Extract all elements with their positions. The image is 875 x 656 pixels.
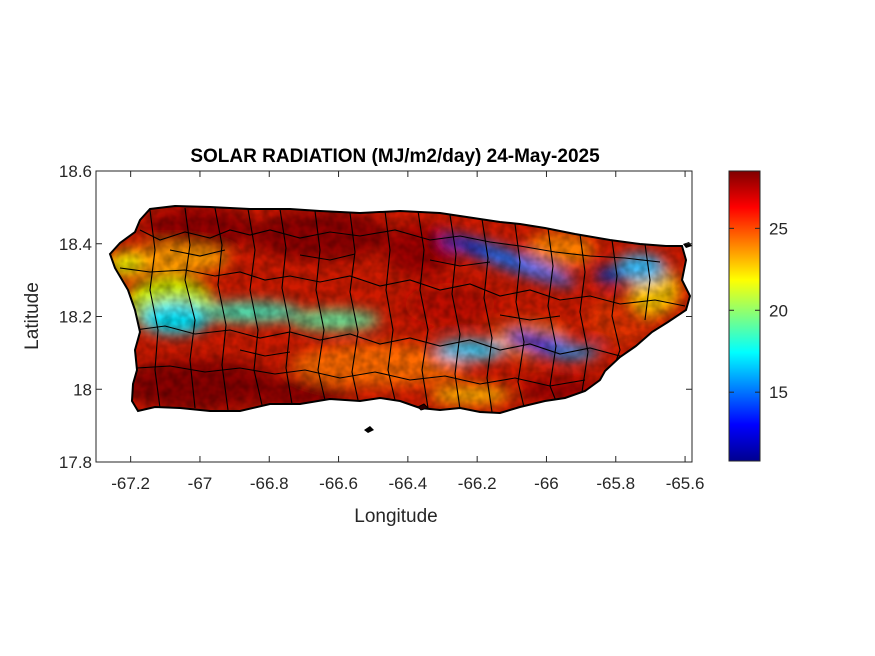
x-tick-label: -66.2 <box>458 474 497 493</box>
colorbar-tick-label: 15 <box>769 383 788 402</box>
x-tick-label: -66.4 <box>388 474 427 493</box>
y-tick-label: 18.2 <box>59 308 92 327</box>
x-tick-label: -66.6 <box>319 474 358 493</box>
y-tick-label: 18.4 <box>59 235 92 254</box>
x-tick-label: -66.8 <box>250 474 289 493</box>
colorbar <box>728 170 761 462</box>
y-tick-label: 17.8 <box>59 453 92 472</box>
colorbar-ticks: 15 20 25 <box>729 219 788 402</box>
x-axis-ticks: -67.2 -67 -66.8 -66.6 -66.4 -66.2 -66 -65.8 -65.… <box>111 171 704 493</box>
colorbar-tick-label: 20 <box>769 301 788 320</box>
x-tick-label: -65.6 <box>666 474 705 493</box>
x-tick-label: -67.2 <box>111 474 150 493</box>
y-axis-ticks: 17.8 18 18.2 18.4 18.6 <box>59 162 692 472</box>
caja-de-muertos-island <box>364 426 374 433</box>
x-tick-label: -67 <box>188 474 213 493</box>
x-tick-label: -66 <box>534 474 559 493</box>
municipality-boundaries <box>119 207 686 413</box>
solar-radiation-heatmap <box>110 206 690 413</box>
y-tick-label: 18 <box>73 380 92 399</box>
y-tick-label: 18.6 <box>59 162 92 181</box>
y-axis-label: Latitude <box>22 282 43 350</box>
x-axis-label: Longitude <box>354 506 437 527</box>
colorbar-tick-label: 25 <box>769 219 788 238</box>
chart-title: SOLAR RADIATION (MJ/m2/day) 24-May-2025 <box>190 146 600 167</box>
x-tick-label: -65.8 <box>596 474 635 493</box>
